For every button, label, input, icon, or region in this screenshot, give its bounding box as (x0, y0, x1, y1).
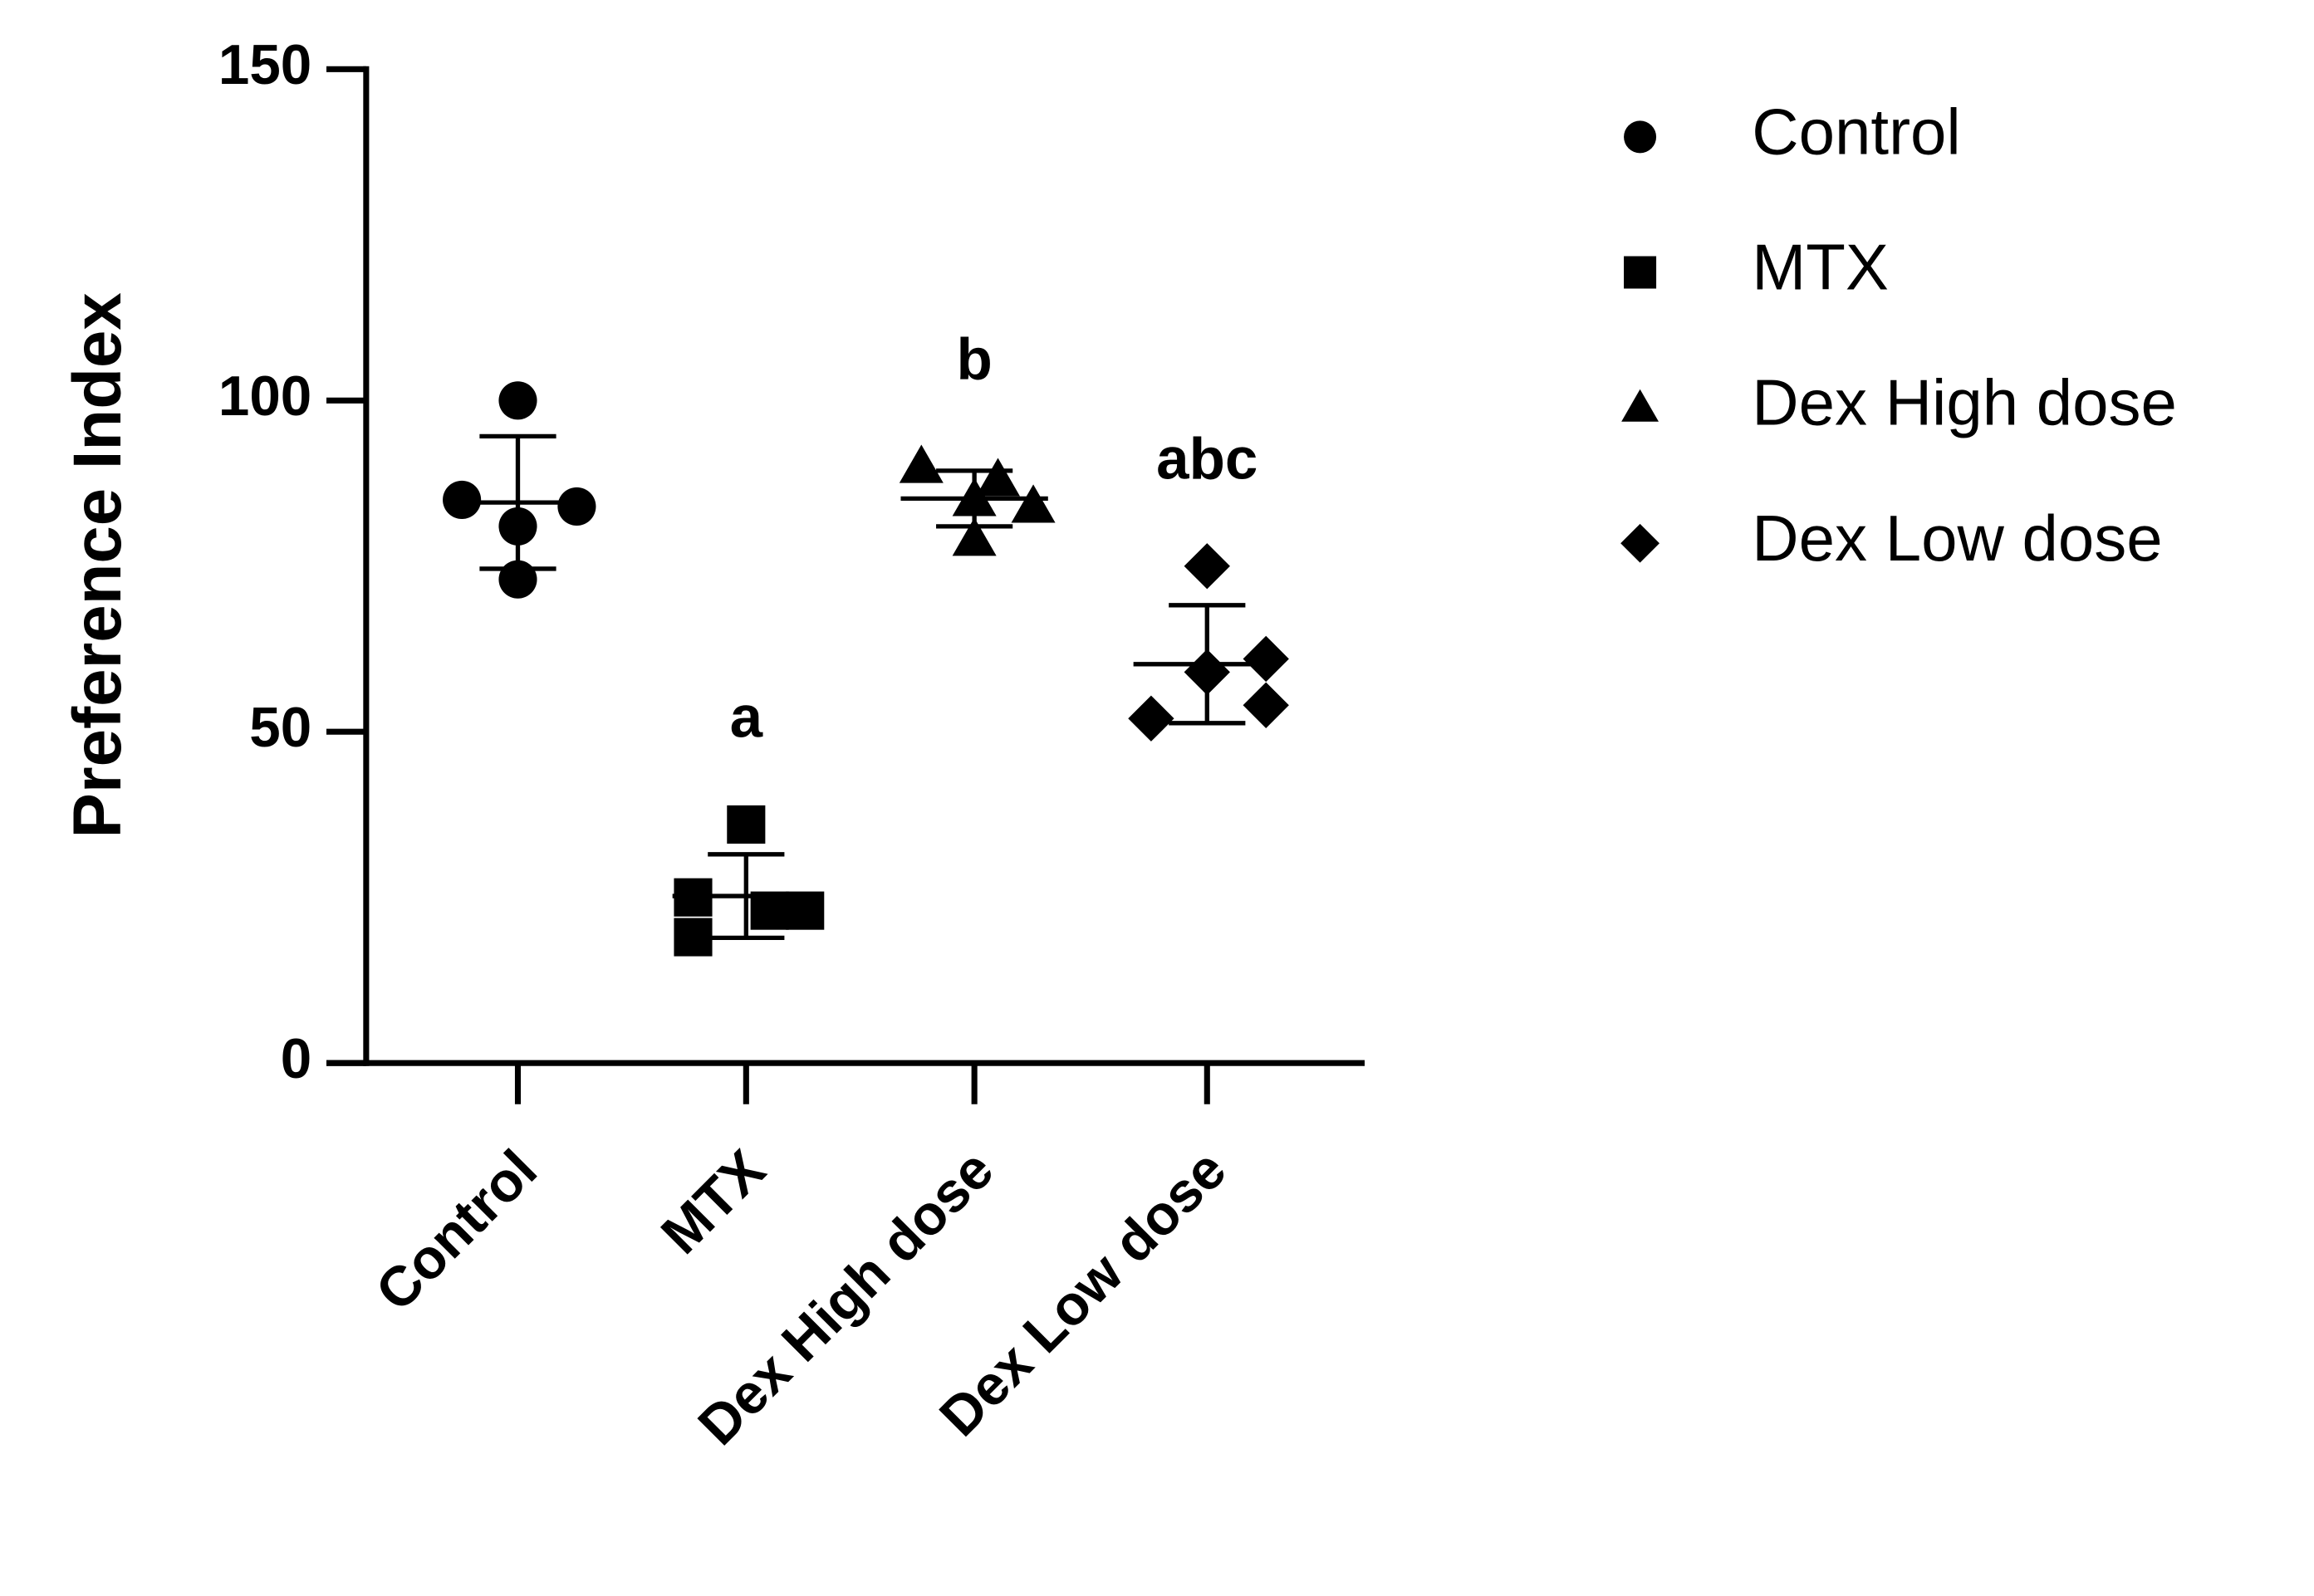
data-point (498, 381, 537, 420)
x-tick-label: MTX (650, 1138, 777, 1266)
legend-marker (1624, 256, 1657, 289)
legend-marker (1624, 120, 1657, 154)
legend-label: MTX (1752, 231, 1889, 304)
legend-marker (1620, 523, 1660, 563)
y-tick-label: 100 (218, 365, 311, 428)
data-point (557, 487, 596, 526)
data-point (899, 444, 944, 483)
y-tick-label: 150 (218, 34, 311, 96)
x-tick-label: Control (365, 1138, 549, 1323)
annotation: a (730, 685, 763, 751)
y-tick-label: 50 (249, 697, 311, 759)
data-point (1184, 543, 1230, 590)
legend-label: Control (1752, 95, 1960, 169)
data-point (443, 480, 482, 520)
y-tick-label: 0 (281, 1028, 311, 1090)
y-axis-label: Preference Index (60, 292, 135, 838)
data-point (952, 517, 997, 556)
data-point (1011, 484, 1056, 523)
data-point (976, 458, 1021, 497)
data-point (674, 918, 713, 957)
legend-label: Dex Low dose (1752, 502, 2162, 575)
legend-marker (1621, 389, 1659, 422)
data-point (1128, 695, 1174, 742)
annotation: abc (1156, 426, 1258, 492)
annotation: b (956, 327, 992, 393)
legend-label: Dex High dose (1752, 366, 2177, 439)
data-point (727, 805, 766, 844)
data-point (1243, 682, 1289, 728)
data-point (1243, 635, 1289, 683)
